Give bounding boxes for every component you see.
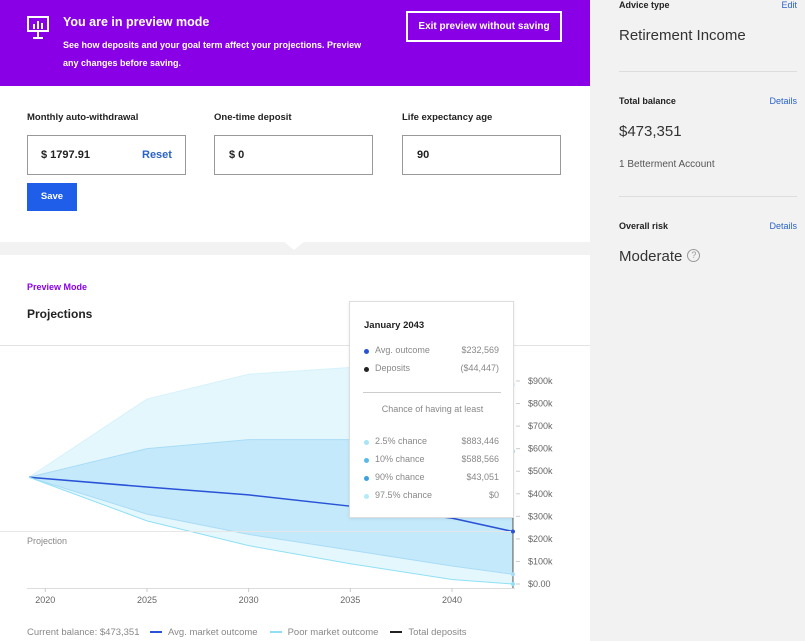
tooltip-label: 10% chance: [375, 454, 425, 464]
preview-banner: You are in preview mode See how deposits…: [0, 0, 590, 86]
banner-text: any changes before saving.: [63, 58, 182, 68]
save-button[interactable]: Save: [27, 183, 77, 211]
end-dot: [510, 572, 515, 577]
tooltip-dot: [364, 476, 369, 481]
tooltip-value: ($44,447): [460, 363, 499, 373]
tooltip-label: Deposits: [375, 363, 411, 373]
sidebar-link[interactable]: Details: [769, 96, 797, 106]
tooltip-dot: [364, 367, 369, 372]
x-tick-label: 2020: [35, 595, 55, 605]
sidebar-divider: [619, 196, 797, 197]
tooltip-value: $0: [488, 490, 499, 500]
notch: [283, 241, 305, 250]
y-tick-label: $900k: [528, 376, 553, 386]
sidebar-link[interactable]: Details: [769, 221, 797, 231]
sidebar-divider: [619, 71, 797, 72]
mode-label: Preview Mode: [27, 282, 88, 292]
series-line: [28, 476, 514, 585]
tooltip-label: 97.5% chance: [375, 490, 433, 500]
y-tick-label: $500k: [528, 466, 553, 476]
legend-label: Total deposits: [408, 627, 467, 638]
preview-icon: [27, 16, 49, 39]
tooltip-divider: [363, 392, 501, 393]
tooltip-value: $232,569: [461, 345, 499, 355]
legend-label: Poor market outcome: [287, 627, 379, 638]
field-value: $ 0: [229, 149, 245, 161]
field-label: Monthly auto-withdrawal: [27, 112, 139, 123]
tooltip-dot: [364, 494, 369, 499]
tooltip-title: January 2043: [364, 320, 425, 331]
sidebar-value: Retirement Income: [619, 27, 746, 44]
sidebar-note: 1 Betterment Account: [619, 159, 715, 170]
y-tick-label: $700k: [528, 421, 553, 431]
series-line: [28, 476, 514, 575]
sidebar-heading: Advice type: [619, 0, 670, 10]
tooltip-dot: [364, 458, 369, 463]
y-tick-label: $800k: [528, 399, 553, 409]
legend-label: Avg. market outcome: [168, 627, 258, 638]
sidebar-heading: Overall risk: [619, 221, 669, 231]
x-tick-label: 2030: [239, 595, 259, 605]
tooltip: January 2043 Chance of having at least A…: [349, 301, 514, 518]
input-field[interactable]: [402, 135, 561, 175]
field-value: $ 1797.91: [41, 149, 90, 161]
sidebar-value: $473,351: [619, 123, 682, 140]
field-value: 90: [417, 149, 430, 161]
current-balance: Current balance: $473,351: [27, 627, 140, 638]
tooltip-value: $588,566: [461, 454, 499, 464]
tooltip-section: Chance of having at least: [381, 404, 484, 414]
series-line: [28, 476, 514, 533]
reset-link[interactable]: Reset: [142, 149, 172, 161]
x-tick-label: 2040: [442, 595, 462, 605]
legend-swatch: [150, 631, 162, 633]
y-tick-label: $400k: [528, 489, 553, 499]
tooltip-dot: [364, 440, 369, 445]
y-tick-label: $200k: [528, 534, 553, 544]
exit-button[interactable]: Exit preview without saving: [406, 11, 562, 42]
tooltip-value: $43,051: [466, 472, 499, 482]
tooltip-label: 90% chance: [375, 472, 425, 482]
x-tick-label: 2035: [340, 595, 360, 605]
projection-label: Projection: [27, 536, 67, 546]
input-field[interactable]: [214, 135, 373, 175]
tooltip-label: Avg. outcome: [375, 345, 430, 355]
help-icon[interactable]: ?: [687, 249, 701, 262]
sidebar-link[interactable]: Edit: [781, 0, 797, 10]
sidebar: Advice type Edit Retirement Income Total ba…: [590, 0, 805, 641]
tooltip-value: $883,446: [461, 436, 499, 446]
field-label: Life expectancy age: [402, 112, 493, 123]
field-label: One-time deposit: [214, 112, 292, 123]
banner-text: See how deposits and your goal term affe…: [63, 40, 362, 50]
tooltip-label: 2.5% chance: [375, 436, 428, 446]
tooltip-dot: [364, 349, 369, 354]
y-tick-label: $0.00: [528, 579, 551, 589]
x-tick-label: 2025: [137, 595, 157, 605]
sidebar-heading: Total balance: [619, 96, 676, 106]
input-field[interactable]: [27, 135, 186, 175]
legend-swatch: [390, 631, 403, 633]
banner-title: You are in preview mode: [63, 15, 210, 29]
y-tick-label: $600k: [528, 444, 553, 454]
end-dot: [510, 529, 515, 534]
y-tick-label: $100k: [528, 556, 553, 566]
sidebar-value: Moderate: [619, 248, 683, 265]
section-title: Projections: [27, 307, 93, 321]
y-tick-label: $300k: [528, 511, 553, 521]
legend-swatch: [269, 631, 282, 633]
end-dot: [510, 582, 515, 586]
